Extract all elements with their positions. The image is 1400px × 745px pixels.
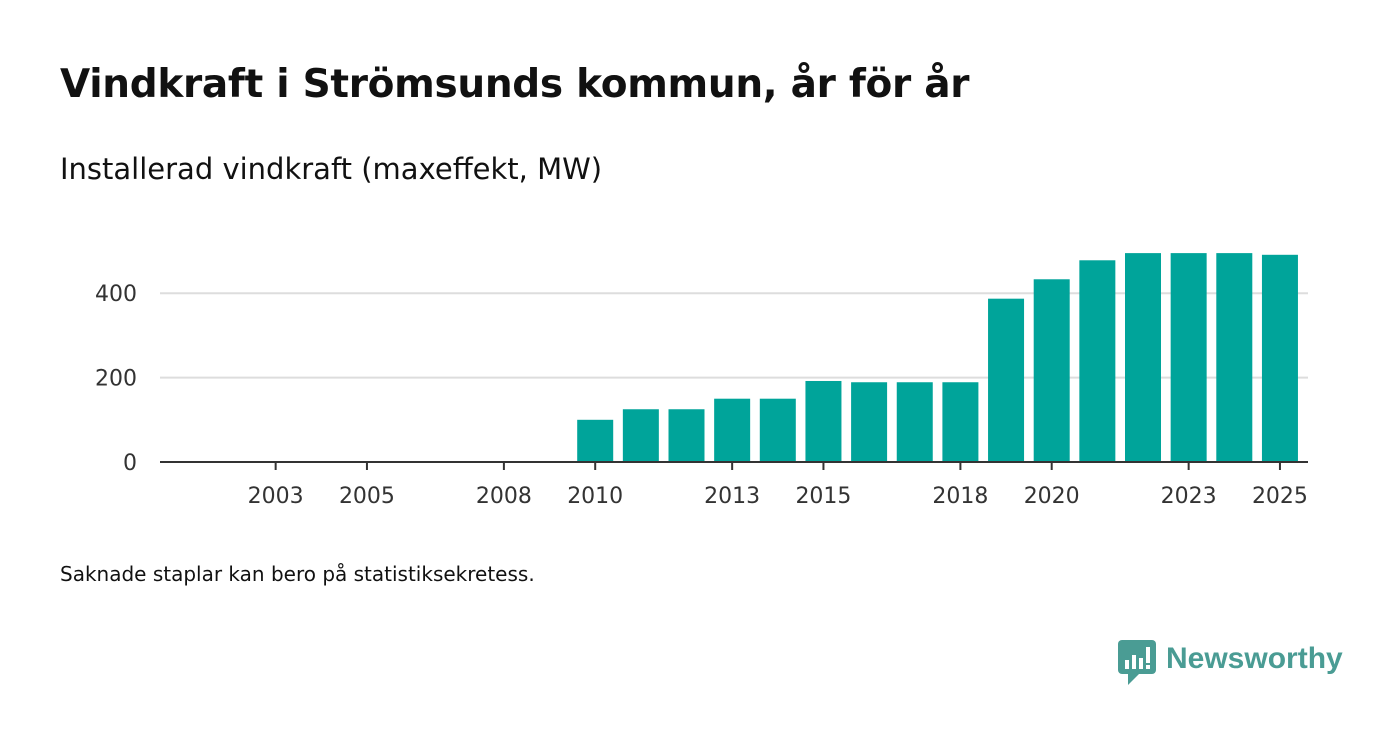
- x-tick-label-2005: 2005: [339, 484, 395, 509]
- footnote: Saknade staplar kan bero på statistiksek…: [60, 562, 535, 586]
- x-tick-label-2015: 2015: [795, 484, 851, 509]
- bar-chart: 0 200 400 2003 2005 2008 2010 2013 2015 2018 2020 2…: [95, 253, 1308, 509]
- bar-2024: [1216, 253, 1253, 462]
- bar-2025: [1261, 254, 1298, 462]
- x-tick-label-2025: 2025: [1252, 484, 1308, 509]
- x-tick-label-2008: 2008: [476, 484, 532, 509]
- brand-logo: Newsworthy: [1118, 640, 1343, 686]
- y-tick-label-0: 0: [123, 451, 137, 476]
- chart-subtitle: Installerad vindkraft (maxeffekt, MW): [60, 152, 603, 186]
- x-tick-label-2013: 2013: [704, 484, 760, 509]
- bar-2017: [896, 382, 933, 462]
- x-tick-label-2003: 2003: [248, 484, 304, 509]
- x-tick-label-2020: 2020: [1024, 484, 1080, 509]
- bar-2010: [577, 419, 614, 462]
- y-tick-label-400: 400: [95, 282, 137, 307]
- bar-2011: [622, 409, 659, 462]
- chart-title: Vindkraft i Strömsunds kommun, år för år: [60, 62, 970, 107]
- bar-2020: [1033, 279, 1070, 462]
- bar-2021: [1079, 260, 1116, 462]
- axes: 0 200 400 2003 2005 2008 2010 2013 2015 2018 2020 2…: [95, 282, 1308, 509]
- bar-2019: [988, 298, 1025, 462]
- newsworthy-logo-icon: [1118, 640, 1156, 685]
- gridlines: [160, 292, 1308, 379]
- y-tick-label-200: 200: [95, 367, 137, 392]
- brand-name: Newsworthy: [1166, 642, 1343, 675]
- x-tick-label-2010: 2010: [567, 484, 623, 509]
- x-tick-label-2023: 2023: [1161, 484, 1217, 509]
- bar-2013: [714, 398, 751, 462]
- bar-2018: [942, 382, 979, 462]
- bar-2015: [805, 380, 842, 462]
- bar-2022: [1125, 253, 1161, 462]
- bar-2012: [668, 409, 705, 462]
- bar-2014: [759, 398, 796, 462]
- x-tick-label-2018: 2018: [932, 484, 988, 509]
- bar-2023: [1170, 253, 1207, 462]
- bar-2016: [851, 382, 888, 462]
- bars: [485, 253, 1298, 462]
